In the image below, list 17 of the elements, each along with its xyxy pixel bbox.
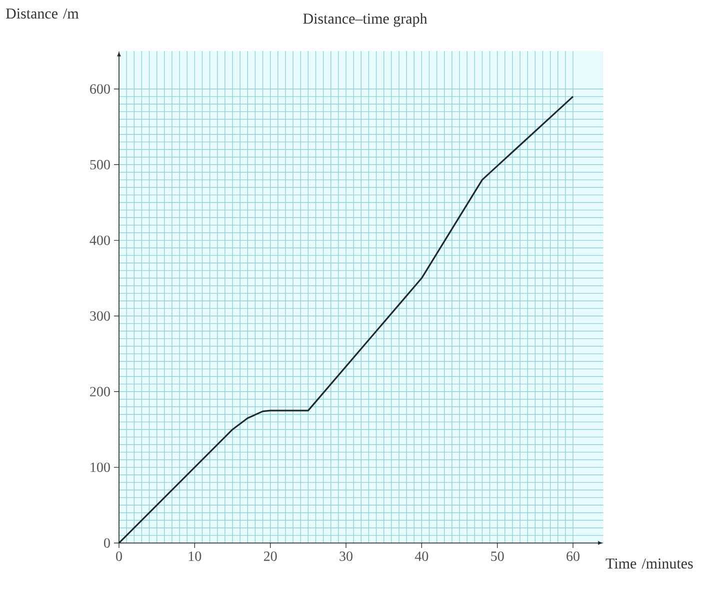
x-tick-label: 0 — [116, 552, 122, 561]
y-tick-label: 0 — [104, 538, 110, 548]
y-tick-label: 200 — [90, 386, 110, 396]
x-tick-label: 60 — [566, 552, 580, 561]
x-tick-label: 30 — [340, 552, 352, 561]
y-tick-label: 400 — [90, 236, 110, 246]
x-tick-label: 50 — [491, 552, 504, 561]
x-tick-label: 10 — [188, 552, 202, 561]
y-tick-label: 600 — [90, 84, 110, 94]
x-tick-label: 40 — [414, 552, 428, 561]
y-tick-label: 500 — [90, 160, 110, 170]
x-tick-label: 20 — [264, 552, 277, 561]
chart-title: Distance–time graph — [303, 13, 428, 27]
y-axis-title: Distance /m — [6, 8, 79, 19]
y-tick-label: 300 — [90, 311, 110, 321]
x-axis-title: Time /minutes — [606, 558, 693, 569]
y-tick-label: 100 — [90, 462, 110, 472]
